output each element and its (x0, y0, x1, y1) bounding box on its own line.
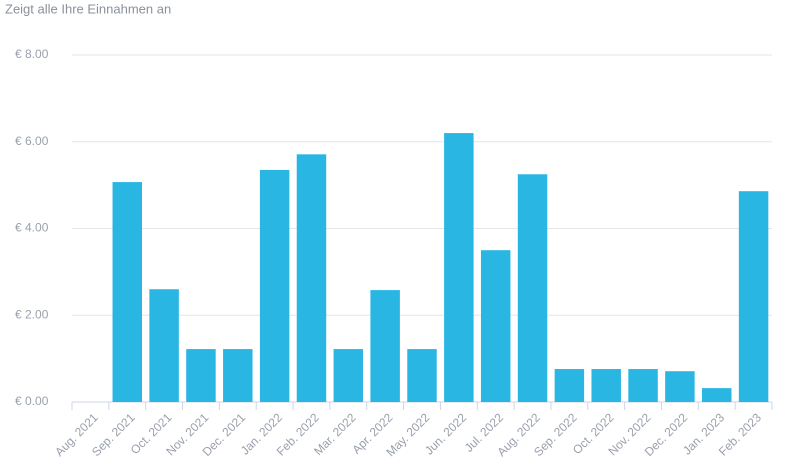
bar (259, 169, 290, 402)
bar (665, 371, 695, 402)
bar (296, 154, 327, 402)
bar (186, 349, 216, 402)
bar (738, 191, 769, 402)
bar (444, 133, 474, 402)
bar (112, 182, 142, 402)
bar (591, 369, 621, 402)
y-tick-label: € 8.00 (15, 47, 49, 61)
bar (333, 349, 364, 402)
bar (702, 388, 732, 402)
bar (149, 289, 179, 402)
bar (480, 250, 511, 402)
y-tick-label: € 4.00 (15, 221, 49, 235)
chart-subtitle: Zeigt alle Ihre Einnahmen an (5, 1, 171, 16)
bar (628, 369, 658, 402)
bar (554, 369, 585, 402)
bar (370, 290, 400, 402)
y-tick-label: € 2.00 (15, 307, 49, 321)
y-tick-label: € 6.00 (15, 134, 49, 148)
bar (407, 349, 437, 402)
y-tick-label: € 0.00 (15, 394, 49, 408)
bar (223, 349, 253, 402)
bar (517, 174, 548, 402)
